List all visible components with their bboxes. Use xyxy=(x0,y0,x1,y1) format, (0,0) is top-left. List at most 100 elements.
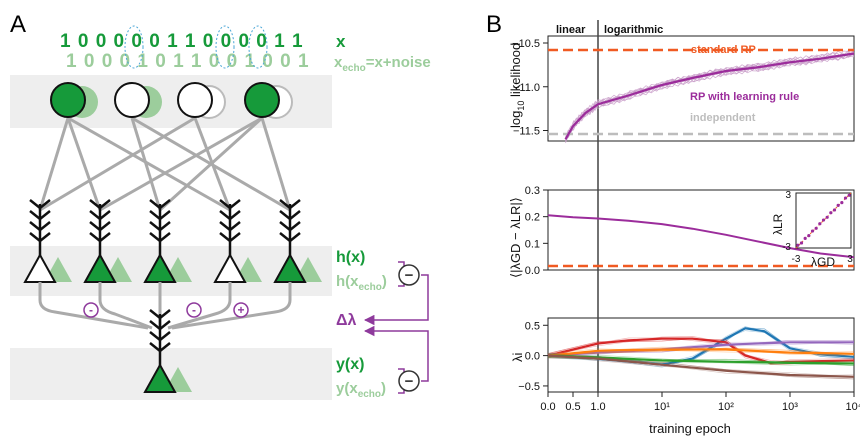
x-tick-label: 10³ xyxy=(782,401,798,413)
y-echo-label: y(xecho) xyxy=(336,380,386,400)
y-tick-label: 0.0 xyxy=(525,265,540,277)
middle-y-axis-label: ⟨|λGD − λLR|⟩ xyxy=(508,197,523,278)
inset-ytick: 3 xyxy=(785,190,791,201)
independent-label: independent xyxy=(690,112,756,124)
x-echo-bit-string: 1 0 0 0 1 0 1 1 0 0 1 0 0 1 xyxy=(66,51,310,72)
weight-sign-circle xyxy=(233,302,249,318)
panel-b-letter: B xyxy=(486,11,502,38)
region-log-label: logarithmic xyxy=(604,24,663,36)
middle-y-ticks: 0.3 0.2 0.1 0.0 xyxy=(525,185,548,277)
top-plot-lines xyxy=(548,48,855,144)
bottom-y-axis-label: λi xyxy=(510,353,525,363)
panel-a: A 1 0 0 0 0 0 1 1 0 0 0 0 1 1 1 0 0 0 1 … xyxy=(10,11,431,400)
dendrite-branch xyxy=(219,210,241,221)
standard-rp-label: standard RP xyxy=(691,44,756,56)
hidden-neuron-active xyxy=(143,362,177,393)
input-hidden-connections xyxy=(38,116,292,212)
dendrite-branch xyxy=(149,221,171,232)
input-neuron-active xyxy=(244,82,280,118)
panel-a-letter: A xyxy=(10,11,26,38)
dendrite-branch xyxy=(149,199,171,210)
inset-point xyxy=(836,203,840,207)
x-tick-label: 0.0 xyxy=(540,401,555,413)
inset-ytick: -3 xyxy=(782,242,791,253)
dendrite-branch xyxy=(89,199,111,210)
x-ticks: 0.0 0.5 1.0 10¹ 10² 10³ 10⁴ xyxy=(540,392,860,413)
weight-signs: - - + xyxy=(83,302,249,318)
dendrite-branch xyxy=(29,221,51,232)
y-tick-label: −10.5 xyxy=(512,38,540,50)
h-label: h(x) xyxy=(336,249,365,266)
learning-rule-mean-line xyxy=(564,52,855,140)
y-tick-label: −0.5 xyxy=(518,381,540,393)
lambda-mean-line xyxy=(547,348,855,357)
inset-point xyxy=(818,222,822,226)
lambda-trace-faint xyxy=(547,337,855,364)
y-tick-label: 0.0 xyxy=(525,351,540,363)
dendrite-branch xyxy=(29,232,51,243)
dendrite-branch xyxy=(89,210,111,221)
inset-point xyxy=(832,208,837,212)
learning-rule-label: RP with learning rule xyxy=(690,91,799,103)
dendrite-branch xyxy=(149,342,171,353)
learning-rule-trace xyxy=(565,48,855,140)
dendrite-branch xyxy=(219,221,241,232)
y-tick-label: 0.1 xyxy=(525,238,540,250)
difference-operator xyxy=(398,370,420,392)
y-tick-label: 0.3 xyxy=(525,185,540,197)
input-neuron-active xyxy=(50,82,86,118)
x-axis-label: training epoch xyxy=(649,421,731,436)
dendrite-branch xyxy=(279,210,301,221)
dendrite-branch xyxy=(219,232,241,243)
input-neuron-inactive xyxy=(177,82,213,118)
y-tick-label: 0.5 xyxy=(525,320,540,332)
difference-operator xyxy=(398,264,420,286)
dendrite-branch xyxy=(149,320,171,331)
inset-point xyxy=(814,226,818,230)
top-plot-frame xyxy=(547,35,855,142)
dendrite-branch xyxy=(279,221,301,232)
region-linear-label: linear xyxy=(556,24,586,36)
dendrite-branch xyxy=(89,221,111,232)
lambda-mean-line xyxy=(547,354,855,378)
inset-point xyxy=(843,196,848,200)
dendrite-branch xyxy=(149,232,171,243)
dendrite-branch xyxy=(219,199,241,210)
dendrite-branch xyxy=(149,210,171,221)
x-tick-label: 0.5 xyxy=(565,401,580,413)
y-tick-label: 0.2 xyxy=(525,212,540,224)
y-tick-label: −11.5 xyxy=(513,126,540,138)
dendrite-branch xyxy=(149,331,171,342)
noise-bit-highlight xyxy=(124,25,144,69)
x-echo-label: xecho=x+noise xyxy=(334,54,431,74)
dendrite-branch xyxy=(29,199,51,210)
weight-sign: + xyxy=(237,303,244,317)
weight-sign-circle xyxy=(186,302,202,318)
weight-sign: - xyxy=(192,303,196,317)
inset-x-axis-label: λGD xyxy=(811,255,835,269)
bottom-plot-lines xyxy=(547,326,855,380)
difference-operator-sign: − xyxy=(405,373,414,390)
inset-y-axis-label: λLR xyxy=(771,213,785,235)
inset-point xyxy=(803,236,807,240)
noise-bit-highlight xyxy=(248,25,268,69)
inset-xtick: -3 xyxy=(792,254,801,265)
hidden-output-connections xyxy=(38,282,292,330)
top-y-ticks: −10.5 −11.0 −11.5 xyxy=(512,38,548,138)
inset-point xyxy=(796,243,800,247)
inset-xtick: 3 xyxy=(847,254,853,265)
weight-sign-circle xyxy=(83,302,99,318)
lambda-diff-line xyxy=(547,214,855,259)
lambda-mean-line xyxy=(547,341,854,357)
x-label: x xyxy=(336,32,346,51)
dendrite-branch xyxy=(89,232,111,243)
dendrite-branch xyxy=(29,210,51,221)
inset-point xyxy=(799,241,804,245)
inset-point xyxy=(807,234,811,238)
h-echo-label: h(xecho) xyxy=(336,273,387,293)
y-tick-label: −11.0 xyxy=(513,82,540,94)
delta-lambda-label: Δλ xyxy=(336,312,357,329)
inset-point xyxy=(840,201,844,205)
x-tick-label: 10⁴ xyxy=(846,401,860,413)
